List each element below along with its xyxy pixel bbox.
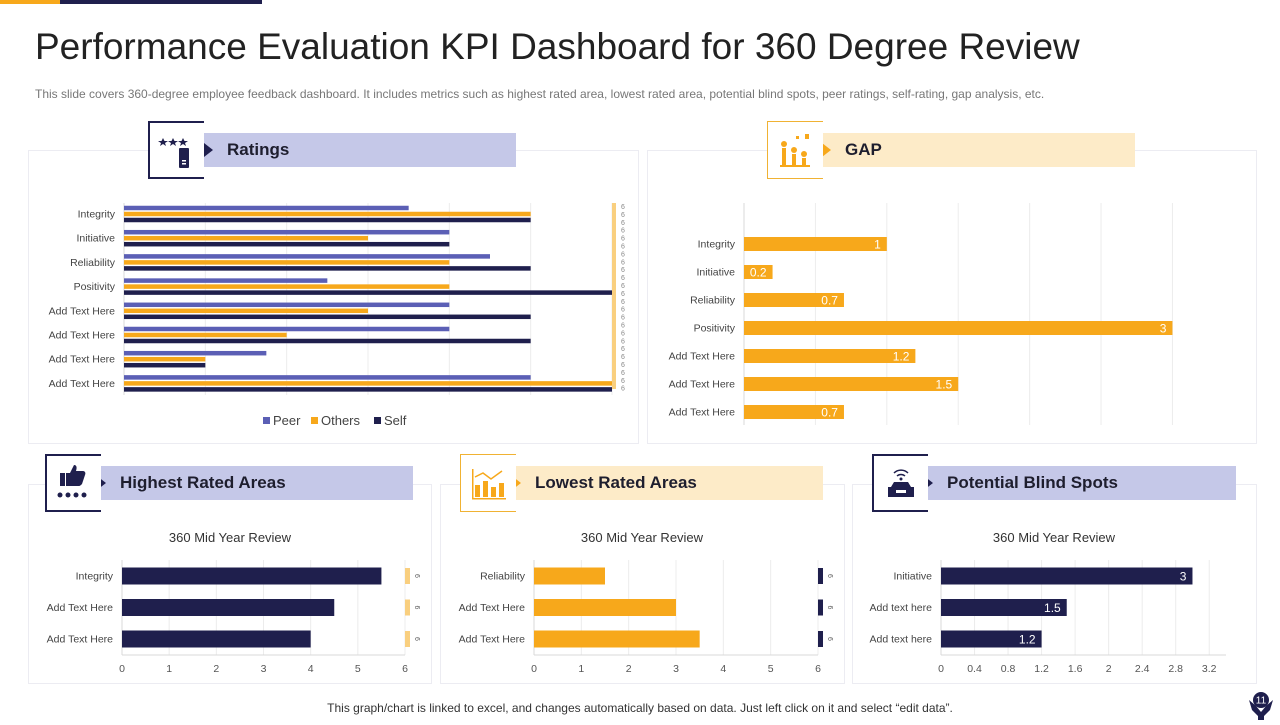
page-number: 11: [1256, 696, 1267, 707]
blind-panel: [852, 484, 1257, 684]
blind-header: Potential Blind Spots: [924, 466, 1236, 500]
ratings-panel: [28, 150, 639, 444]
gap-header: GAP: [822, 133, 1135, 167]
triangle-icon: [512, 476, 521, 490]
footer-note: This graph/chart is linked to excel, and…: [327, 701, 953, 715]
gap-title: GAP: [845, 140, 882, 159]
blind-title: Potential Blind Spots: [947, 473, 1118, 492]
gap-panel: [647, 150, 1257, 444]
lowest-title: Lowest Rated Areas: [535, 473, 697, 492]
triangle-icon: [822, 143, 831, 157]
ratings-title: Ratings: [227, 140, 290, 159]
triangle-icon: [204, 143, 213, 157]
thumbs-up-stars-icon: [45, 454, 101, 512]
accent-bar-gold: [0, 0, 60, 4]
highest-header: Highest Rated Areas: [97, 466, 413, 500]
ratings-header: Ratings: [204, 133, 516, 167]
page-number-badge: 11: [1246, 690, 1276, 720]
triangle-icon: [924, 476, 933, 490]
accent-bar-navy: [60, 0, 262, 4]
hands-icon: 11: [1249, 692, 1273, 720]
bar-chart-icon: [460, 454, 516, 512]
page-title: Performance Evaluation KPI Dashboard for…: [35, 26, 1080, 67]
page-subtitle: This slide covers 360-degree employee fe…: [35, 87, 1045, 101]
lowest-header: Lowest Rated Areas: [512, 466, 823, 500]
car-wifi-icon: [872, 454, 928, 512]
growth-coins-icon: [767, 121, 823, 179]
highest-title: Highest Rated Areas: [120, 473, 286, 492]
highest-panel: [28, 484, 432, 684]
triangle-icon: [97, 476, 106, 490]
rating-stars-icon: [148, 121, 204, 179]
lowest-panel: [440, 484, 845, 684]
